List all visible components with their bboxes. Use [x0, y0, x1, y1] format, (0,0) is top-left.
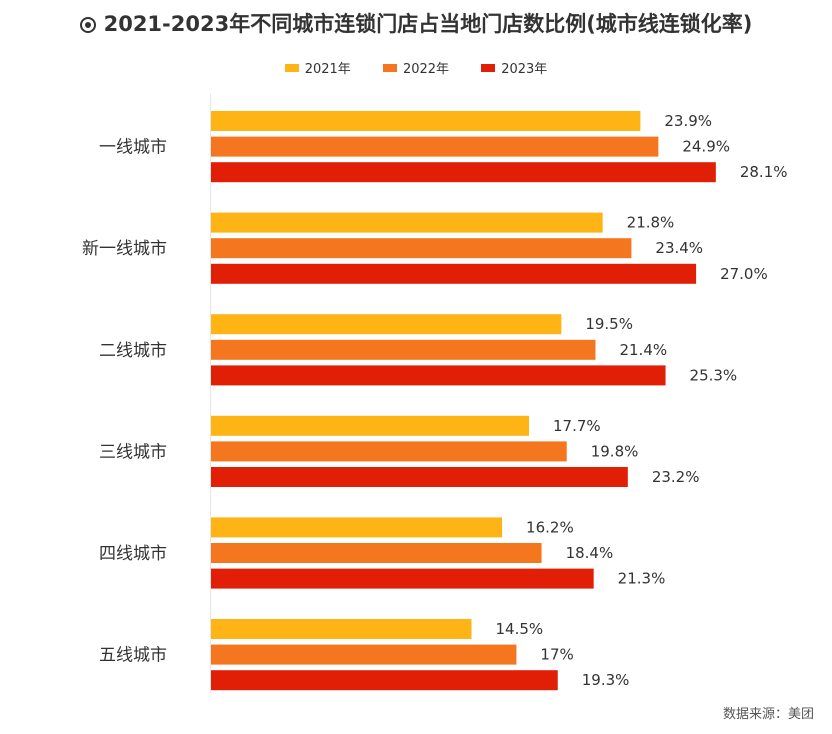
- radio-target-icon: [79, 17, 96, 33]
- legend-swatch-2023: [481, 64, 496, 72]
- data-label: 19.5%: [585, 315, 633, 333]
- legend: 2021年 2022年 2023年: [0, 58, 832, 77]
- data-label: 19.3%: [582, 671, 630, 689]
- chart-title-text: 2021-2023年不同城市连锁门店占当地门店数比例(城市线连锁化率): [103, 12, 753, 36]
- value-labels-layer: 23.9% 24.9% 28.1% 21.8% 23.4% 27.0% 19.5% 21.4%…: [496, 112, 788, 689]
- data-label: 14.5%: [496, 620, 544, 638]
- data-label: 27.0%: [720, 265, 768, 283]
- legend-label-2023: 2023年: [501, 62, 548, 77]
- bar: [211, 212, 603, 233]
- legend-label-2021: 2021年: [304, 62, 351, 77]
- bar: [211, 314, 562, 335]
- data-label: 24.9%: [682, 138, 730, 156]
- legend-label-2022: 2022年: [402, 62, 450, 77]
- data-label: 17.7%: [553, 417, 601, 435]
- data-label: 28.1%: [740, 163, 788, 181]
- data-label: 21.4%: [619, 341, 667, 359]
- legend-swatch-2021: [284, 64, 299, 72]
- data-label: 23.4%: [655, 239, 703, 257]
- chart-title: 2021-2023年不同城市连锁门店占当地门店数比例(城市线连锁化率): [0, 8, 832, 38]
- legend-item-2022: 2022年: [382, 58, 450, 77]
- data-label: 16.2%: [526, 518, 574, 536]
- data-label: 23.2%: [652, 468, 700, 486]
- bar: [211, 644, 517, 665]
- bar: [211, 339, 596, 360]
- data-label: 23.9%: [664, 112, 712, 130]
- data-label: 19.8%: [591, 442, 639, 460]
- bar: [211, 441, 567, 462]
- bar: [211, 238, 632, 259]
- bar: [211, 517, 503, 538]
- data-label: 21.3%: [618, 570, 666, 588]
- legend-item-2021: 2021年: [284, 58, 351, 77]
- bar: [211, 568, 594, 589]
- bar: [211, 162, 716, 183]
- bar: [211, 467, 628, 487]
- legend-item-2023: 2023年: [481, 58, 547, 77]
- category-label: 二线城市: [99, 341, 167, 361]
- data-label: 17%: [540, 646, 573, 664]
- bar: [211, 263, 697, 284]
- bar: [211, 136, 659, 157]
- bar: [211, 415, 529, 436]
- category-label: 四线城市: [99, 544, 167, 564]
- category-label: 三线城市: [99, 442, 167, 462]
- data-label: 21.8%: [627, 214, 675, 232]
- bar: [211, 111, 641, 131]
- bars-layer: [211, 111, 716, 691]
- bar: [211, 365, 666, 386]
- data-label: 18.4%: [566, 544, 614, 562]
- bar: [211, 619, 472, 639]
- category-label: 新一线城市: [82, 239, 167, 259]
- legend-swatch-2022: [382, 64, 397, 72]
- bar: [211, 543, 542, 563]
- category-label: 五线城市: [99, 646, 167, 666]
- source-note: 数据来源：美团: [722, 707, 814, 722]
- bar: [211, 670, 558, 691]
- data-label: 25.3%: [690, 366, 738, 384]
- category-label: 一线城市: [99, 138, 167, 158]
